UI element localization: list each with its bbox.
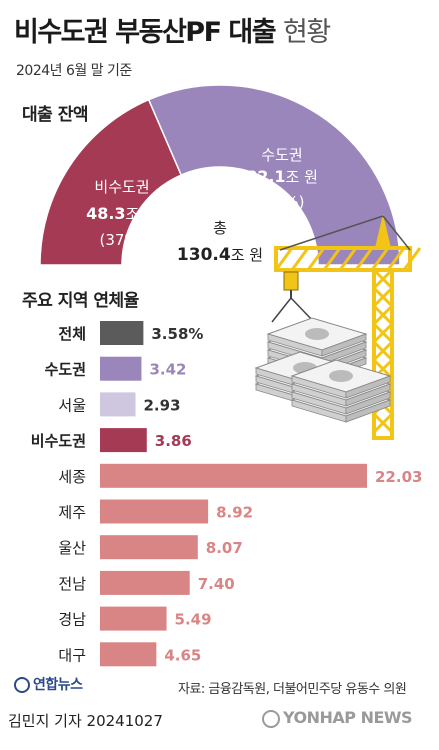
crane-jib-brace <box>386 247 406 271</box>
source-note: 자료: 금융감독원, 더불어민주당 유동수 의원 <box>178 682 407 697</box>
crane-tower <box>372 268 394 440</box>
money-stack-front-edge <box>345 375 391 399</box>
total-value: 130.4조 원 <box>177 245 263 265</box>
total-label: 총 <box>213 219 227 237</box>
money-stack-back-portrait <box>305 328 329 340</box>
crane-jib <box>274 246 412 272</box>
slice-capital-name: 수도권 <box>261 146 302 164</box>
bar-category-label: 울산 <box>58 539 86 557</box>
slice-non-capital-value: 48.3조 원 <box>86 204 158 223</box>
bar-value-label: 3.58% <box>151 325 203 343</box>
bar-category-label: 제주 <box>58 504 86 522</box>
logo-right-text: YONHAP NEWS <box>283 708 413 727</box>
slice-capital-percent: (63%) <box>259 193 304 211</box>
yonhap-watermark-icon <box>262 709 280 728</box>
crane-jib-brace <box>306 247 326 271</box>
slice-capital <box>147 84 401 266</box>
bar-value-label: 3.42 <box>149 361 186 379</box>
reporter-credit: 김민지 기자 20241027 <box>8 712 163 730</box>
crane-tower-brace <box>372 286 394 308</box>
logo-left-text: 연합뉴스 <box>33 677 83 693</box>
money-stack-front-edge <box>345 391 391 415</box>
bar-category-label: 전체 <box>58 325 86 343</box>
title-main: 비수도권 부동산PF 대출 <box>14 17 277 48</box>
bar-value-label: 8.92 <box>216 504 253 522</box>
crane-cable <box>382 215 411 251</box>
money-stack-front-edge <box>345 383 391 407</box>
slice-non-capital-unit: 조 원 <box>126 205 158 223</box>
bar-category-label: 세종 <box>58 468 86 486</box>
money-stack-front-edge <box>345 399 391 423</box>
crane-jib-brace <box>274 247 294 271</box>
slice-non-capital-number: 48.3 <box>86 204 125 223</box>
delinquency-rate-heading: 주요 지역 연체율 <box>22 291 139 311</box>
bar <box>100 535 198 560</box>
loan-balance-heading: 대출 잔액 <box>22 105 88 125</box>
crane-jib-brace <box>290 247 310 271</box>
money-stack-back-edge <box>321 333 367 357</box>
crane-jib-brace <box>402 247 422 271</box>
bar <box>100 392 136 417</box>
slice-non-capital <box>39 98 183 266</box>
crane-jib-brace <box>322 247 342 271</box>
bar <box>100 499 209 524</box>
bar-category-label: 경남 <box>58 611 86 629</box>
slice-capital-unit: 조 원 <box>286 168 318 186</box>
bar-value-label: 4.65 <box>164 646 201 664</box>
crane-tower-brace <box>372 268 394 290</box>
bar-value-label: 7.40 <box>198 575 235 593</box>
crane-tower-brace <box>372 412 394 434</box>
bar-category-label: 수도권 <box>45 361 86 379</box>
crane-tower-brace <box>372 340 394 362</box>
subtitle: 2024년 6월 말 기준 <box>16 63 132 79</box>
yonhap-watermark: YONHAP NEWS <box>262 708 413 728</box>
yonhap-logo-left: 연합뉴스 <box>14 674 83 694</box>
crane-jib-brace <box>338 247 358 271</box>
crane-apex <box>375 214 391 248</box>
bar <box>100 642 157 667</box>
crane-tower-brace <box>372 322 394 344</box>
crane-jib-brace <box>354 247 374 271</box>
bar-category-label: 대구 <box>58 646 86 664</box>
bar <box>100 570 190 595</box>
bar-value-label: 2.93 <box>144 396 181 414</box>
bar <box>100 463 368 488</box>
money-stack-icon <box>254 317 392 423</box>
bar <box>100 606 167 631</box>
delinquency-bar-chart: 전체 3.58% 수도권 3.42 서울 2.93 비수도권 3.86 세종 22.03 제주 8.9… <box>31 321 422 667</box>
bar-category-label: 서울 <box>58 396 86 414</box>
title-light: 현황 <box>283 17 331 48</box>
crane-hook-block <box>283 271 299 291</box>
slice-capital-number: 82.1 <box>246 167 285 186</box>
bar <box>100 356 142 381</box>
page-title: 비수도권 부동산PF 대출 현황 <box>14 10 331 49</box>
yonhap-emblem-icon <box>14 677 30 693</box>
total-number: 130.4 <box>177 245 231 265</box>
slice-non-capital-name: 비수도권 <box>94 178 149 196</box>
crane-sling <box>271 297 292 323</box>
bar-value-label: 5.49 <box>175 611 212 629</box>
total-unit: 조 원 <box>231 246 263 264</box>
bar-value-label: 8.07 <box>206 539 243 557</box>
crane-cable <box>279 215 384 251</box>
bar <box>100 428 147 453</box>
crane-tower-brace <box>372 304 394 326</box>
bar-category-label: 비수도권 <box>31 432 86 450</box>
slice-capital-value: 82.1조 원 <box>246 167 318 186</box>
bar-value-label: 22.03 <box>375 468 422 486</box>
bar-value-label: 3.86 <box>155 432 192 450</box>
money-stack-front-portrait <box>329 370 353 382</box>
bar <box>100 321 144 345</box>
crane-sling <box>290 297 315 323</box>
bar-category-label: 전남 <box>58 575 86 593</box>
crane-jib-brace <box>370 247 390 271</box>
slice-non-capital-percent: (37%) <box>99 231 144 249</box>
